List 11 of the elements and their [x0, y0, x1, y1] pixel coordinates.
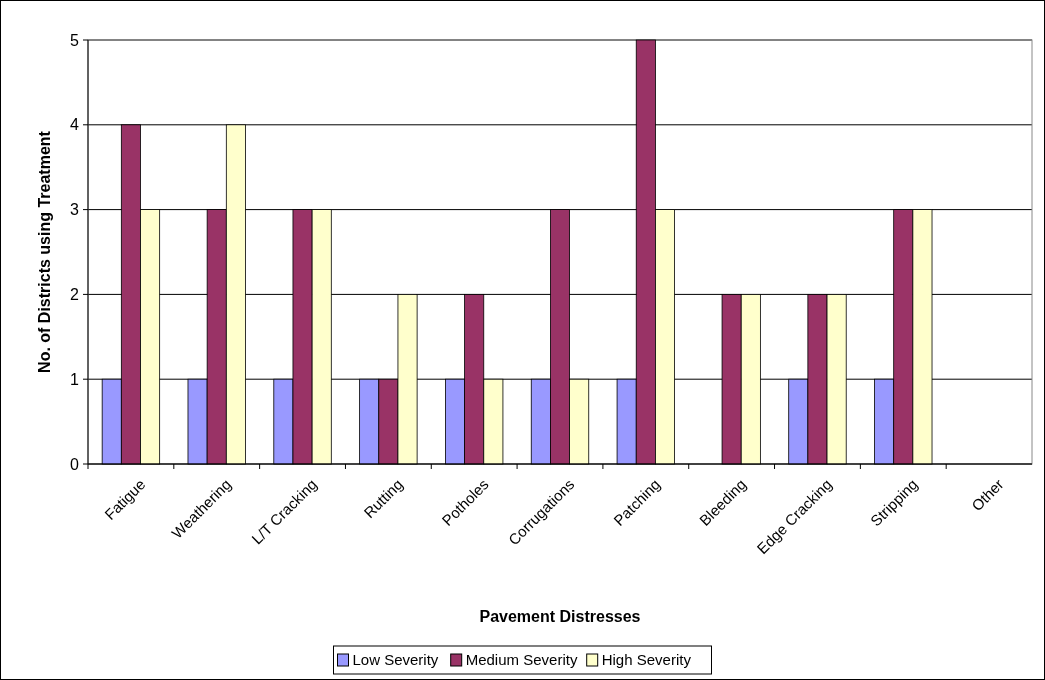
y-axis-title: No. of Districts using Treatment [36, 130, 53, 373]
y-tick-label: 0 [70, 455, 80, 473]
y-tick-label: 4 [70, 116, 80, 134]
legend-label: Low Severity [352, 651, 439, 669]
y-tick-label: 5 [70, 31, 80, 49]
legend-label: High Severity [601, 651, 692, 669]
x-axis-title: Pavement Distresses [479, 608, 641, 625]
y-tick-label: 2 [70, 286, 80, 303]
y-tick-label: 1 [70, 370, 80, 388]
y-tick-label: 3 [70, 201, 80, 219]
legend-label: Medium Severity [465, 651, 578, 669]
